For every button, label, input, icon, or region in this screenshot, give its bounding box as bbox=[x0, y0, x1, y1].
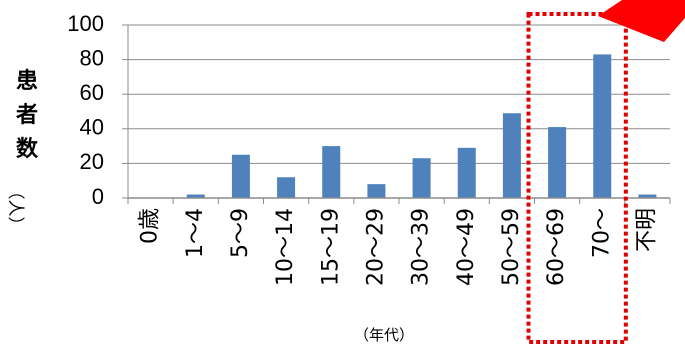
y-tick-label: 60 bbox=[80, 80, 104, 105]
bar-7 bbox=[457, 147, 476, 198]
bar-2 bbox=[231, 154, 250, 198]
y-tick-label: 40 bbox=[80, 115, 104, 140]
x-tick-labels: 0歳 1～4 5～9 10～14 15～19 20～29 30～39 40～49 50～59 60… bbox=[138, 208, 660, 286]
bar-5 bbox=[367, 184, 386, 198]
y-tick-labels: 0 20 40 60 80 100 bbox=[67, 11, 104, 209]
bars bbox=[186, 54, 657, 198]
x-tick-label: 5～9 bbox=[228, 208, 253, 258]
x-tick-label: 20～29 bbox=[363, 208, 388, 286]
y-axis-label-char: 数 bbox=[16, 136, 39, 162]
highlight-box bbox=[526, 12, 628, 344]
y-tick-label: 100 bbox=[67, 11, 104, 36]
bar-9 bbox=[548, 127, 567, 198]
bar-6 bbox=[412, 158, 431, 198]
gridlines bbox=[128, 24, 670, 164]
x-tick-label: 30～39 bbox=[409, 208, 434, 286]
x-tick-label: 15～19 bbox=[318, 208, 343, 286]
bar-8 bbox=[502, 113, 521, 198]
y-axis-label: 患者数 bbox=[15, 68, 39, 162]
bar-10 bbox=[593, 54, 612, 198]
bar-4 bbox=[322, 146, 341, 198]
x-tick-label: 50～59 bbox=[499, 208, 524, 286]
y-tick-label: 80 bbox=[80, 45, 104, 70]
bar-3 bbox=[277, 177, 296, 198]
y-axis-label-char: 患 bbox=[16, 68, 38, 94]
y-axis-label-char: 者 bbox=[15, 103, 38, 128]
bar-11 bbox=[638, 194, 657, 198]
x-tick-label: 1～4 bbox=[183, 208, 208, 258]
x-tick-label: 0歳 bbox=[138, 208, 163, 244]
y-axis-unit-label: （人） bbox=[5, 183, 25, 234]
bar-1 bbox=[186, 194, 205, 198]
x-tick-label: 10～14 bbox=[273, 208, 298, 286]
y-tick-label: 0 bbox=[92, 184, 104, 209]
x-tick-label: 60～69 bbox=[544, 208, 569, 286]
x-axis-label: （年代） bbox=[354, 326, 414, 344]
x-tick-label: 不明 bbox=[634, 208, 659, 252]
x-tick-label: 40～49 bbox=[454, 208, 479, 286]
y-tick-label: 20 bbox=[80, 149, 104, 174]
highlight-arrow bbox=[598, 0, 685, 42]
axes bbox=[122, 24, 671, 204]
x-tick-label: 70～ bbox=[589, 208, 614, 258]
